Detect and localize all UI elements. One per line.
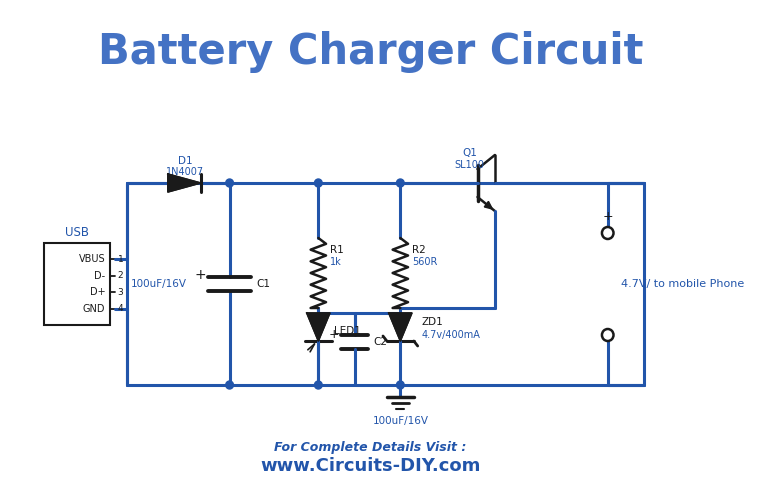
Text: 1: 1 (118, 255, 124, 264)
Polygon shape (306, 313, 330, 341)
Text: +: + (329, 328, 339, 342)
Text: C1: C1 (257, 279, 270, 289)
Text: 4.7V/ to mobile Phone: 4.7V/ to mobile Phone (621, 279, 744, 289)
Circle shape (314, 381, 323, 389)
Text: 560R: 560R (412, 257, 437, 267)
Text: 2: 2 (118, 271, 124, 281)
Polygon shape (168, 174, 200, 192)
Text: 3: 3 (118, 288, 124, 297)
Text: 4.7v/400mA: 4.7v/400mA (422, 330, 481, 340)
Text: SL100: SL100 (455, 160, 485, 170)
Circle shape (396, 179, 404, 187)
Circle shape (602, 227, 614, 239)
Circle shape (314, 179, 323, 187)
Circle shape (226, 381, 233, 389)
Polygon shape (389, 313, 412, 341)
Text: For Complete Details Visit :: For Complete Details Visit : (274, 442, 467, 455)
Text: R2: R2 (412, 245, 425, 255)
Text: 1N4007: 1N4007 (166, 167, 204, 177)
Text: www.Circuits-DIY.com: www.Circuits-DIY.com (260, 457, 481, 475)
Circle shape (396, 381, 404, 389)
Text: R1: R1 (330, 245, 343, 255)
Text: LED1: LED1 (334, 326, 361, 336)
Text: D1: D1 (178, 156, 193, 166)
Text: 4: 4 (118, 304, 124, 313)
Circle shape (226, 179, 233, 187)
Text: USB: USB (65, 226, 89, 240)
Bar (45, 243, 110, 325)
Text: VBUS: VBUS (78, 254, 105, 264)
Circle shape (602, 329, 614, 341)
Text: GND: GND (83, 304, 105, 314)
Text: +: + (602, 211, 613, 223)
Text: D+: D+ (90, 287, 105, 297)
Text: C2: C2 (373, 337, 387, 347)
Text: 100uF/16V: 100uF/16V (372, 416, 429, 426)
Text: 1k: 1k (330, 257, 342, 267)
Text: D-: D- (94, 271, 105, 281)
Text: ZD1: ZD1 (422, 317, 443, 327)
Text: Battery Charger Circuit: Battery Charger Circuit (98, 31, 643, 73)
Text: Q1: Q1 (462, 148, 477, 158)
Text: 100uF/16V: 100uF/16V (131, 279, 187, 289)
FancyArrow shape (485, 201, 492, 209)
Text: +: + (195, 268, 207, 282)
